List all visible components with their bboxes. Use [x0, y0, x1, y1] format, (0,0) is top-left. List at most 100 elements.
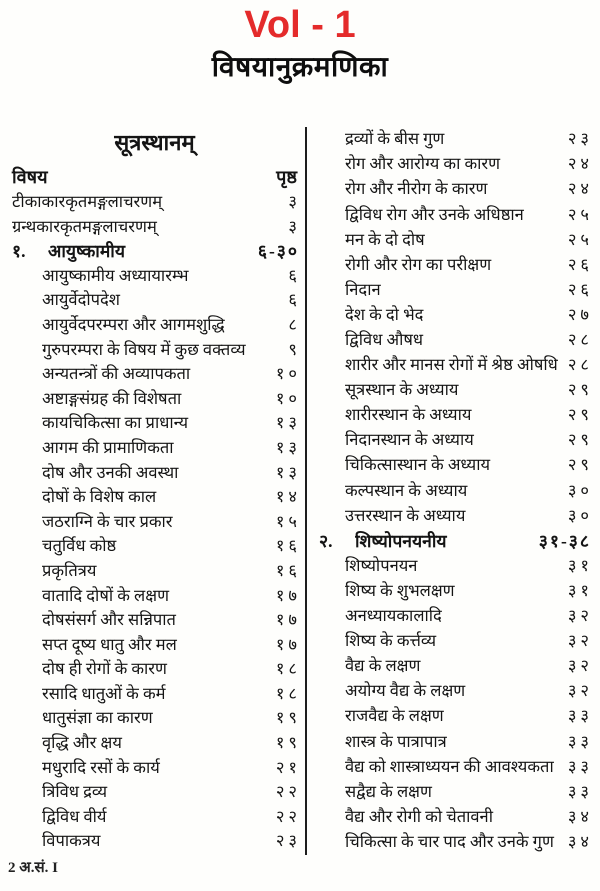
toc-entry-row: शिष्योपनयन ३१	[319, 554, 589, 579]
toc-entry-page-number: १३	[275, 437, 301, 457]
toc-entry-page-number: ३२	[567, 631, 593, 651]
toc-entry-row: चिकित्सास्थान के अध्याय २९	[319, 453, 589, 478]
toc-entry-row: शिष्य के कर्त्तव्य ३२	[319, 629, 589, 654]
toc-entry-page-number: १०	[275, 388, 301, 408]
toc-entry-page-number: १३	[275, 413, 301, 433]
toc-entry-label: शिष्योपनयन	[345, 555, 418, 575]
subject-column-header: विषय	[12, 166, 48, 187]
toc-entry-label: ग्रन्थकारकृतमङ्गलाचरणम्	[12, 216, 157, 236]
toc-left-column: सूत्रस्थानम् विषय पृष्ठ टीकाकारकृतमङ्गला…	[12, 127, 297, 854]
column-divider-line	[305, 127, 307, 855]
toc-entry-label: वातादि दोषों के लक्षण	[42, 585, 170, 605]
toc-entry-row: वैद्य के लक्षण ३२	[319, 654, 589, 679]
toc-entry-row: वैद्य और रोगी को चेतावनी ३४	[319, 805, 589, 830]
toc-entry-page-number: ३	[288, 216, 301, 236]
toc-entry-row: निदान २६	[319, 278, 589, 303]
toc-entry-page-number: ३४	[567, 806, 593, 826]
toc-entry-label: मन के दो दोष	[345, 229, 425, 249]
toc-section-row: १. आयुष्कामीय ६-३०	[12, 239, 297, 264]
toc-entry-row: द्विविध औषध २८	[319, 328, 589, 353]
toc-entry-label: देश के दो भेद	[345, 304, 424, 324]
toc-entry-page-number: ३१-३८	[538, 530, 591, 551]
toc-entry-row: देश के दो भेद २७	[319, 303, 589, 328]
toc-entry-page-number: २२	[275, 806, 301, 826]
toc-entry-label: रोग और नीरोग के कारण	[345, 179, 488, 199]
toc-entry-label: आयुष्कामीय	[48, 241, 125, 262]
toc-entry-row: आयुर्वेदपरम्परा और आगमशुद्धि ८	[12, 313, 297, 338]
toc-entry-label: आगम की प्रामाणिकता	[42, 437, 174, 457]
toc-entry-label: चिकित्सा के चार पाद और उनके गुण	[345, 831, 554, 851]
toc-entry-label: शिष्य के शुभलक्षण	[345, 580, 455, 600]
toc-entry-label: अन्यतन्त्रों की अव्यापकता	[42, 364, 191, 384]
toc-entry-row: शारीरस्थान के अध्याय २९	[319, 403, 589, 428]
toc-entry-row: कायचिकित्सा का प्राधान्य १३	[12, 411, 297, 436]
toc-entry-page-number: २१	[275, 757, 301, 777]
toc-entry-page-number: ६-३०	[257, 241, 299, 262]
toc-entry-page-number: ३०	[567, 505, 593, 525]
toc-entry-page-number: १७	[275, 634, 301, 654]
toc-entry-label: दोष और उनकी अवस्था	[42, 462, 179, 482]
toc-entry-label: दोष ही रोगों के कारण	[42, 659, 167, 679]
toc-entry-page-number: २४	[567, 179, 593, 199]
toc-entry-page-number: ६	[288, 265, 301, 285]
toc-entry-page-number: २८	[567, 355, 593, 375]
toc-entry-page-number: १७	[275, 610, 301, 630]
toc-entry-label: चिकित्सास्थान के अध्याय	[345, 455, 491, 475]
toc-entry-label: टीकाकारकृतमङ्गलाचरणम्	[12, 192, 163, 211]
toc-entry-row: आयुष्कामीय अध्यायारम्भ ६	[12, 264, 297, 289]
toc-entry-label: आयुष्कामीय अध्यायारम्भ	[42, 265, 189, 285]
toc-entry-label: धातुसंज्ञा का कारण	[42, 708, 153, 728]
toc-entry-page-number: २७	[567, 304, 593, 324]
toc-entry-label: कल्पस्थान के अध्याय	[345, 480, 468, 500]
toc-entry-page-number: १८	[275, 659, 301, 679]
toc-entry-row: दोष और उनकी अवस्था १३	[12, 461, 297, 486]
page-title: विषयानुक्रमणिका	[211, 52, 389, 83]
toc-entry-page-number: १०	[275, 364, 301, 384]
toc-entry-row: वातादि दोषों के लक्षण १७	[12, 584, 297, 609]
toc-entry-row: अयोग्य वैद्य के लक्षण ३२	[319, 679, 589, 704]
toc-entry-row: विपाकत्रय २३	[12, 829, 297, 854]
toc-section-number: २.	[319, 530, 333, 551]
toc-entry-label: द्विविध रोग और उनके अधिष्ठान	[345, 204, 524, 224]
toc-entry-page-number: २९	[567, 455, 593, 475]
toc-entry-row: त्रिविध द्रव्य २२	[12, 780, 297, 805]
toc-entry-row: सद्वैद्य के लक्षण ३३	[319, 779, 589, 804]
toc-entry-page-number: १९	[275, 708, 301, 728]
toc-entry-label: शास्त्र के पात्रापात्र	[345, 731, 447, 751]
toc-entry-label: निदानस्थान के अध्याय	[345, 430, 474, 450]
toc-entry-row: रसादि धातुओं के कर्म १८	[12, 682, 297, 707]
toc-entry-row: चिकित्सा के चार पाद और उनके गुण ३४	[319, 830, 589, 855]
toc-section-row: २. शिष्योपनयनीय ३१-३८	[319, 529, 589, 554]
toc-entry-page-number: ३	[288, 192, 301, 211]
toc-entry-page-number: ९	[288, 339, 301, 359]
toc-entry-row: टीकाकारकृतमङ्गलाचरणम् ३	[12, 190, 297, 215]
toc-entry-page-number: २५	[567, 204, 593, 224]
toc-entry-page-number: ३२	[567, 656, 593, 676]
toc-entry-label: अष्टाङ्गसंग्रह की विशेषता	[42, 388, 182, 408]
toc-entry-label: विपाकत्रय	[42, 831, 101, 851]
toc-entry-row: सप्त दूष्य धातु और मल १७	[12, 633, 297, 658]
toc-entry-row: गुरुपरम्परा के विषय में कुछ वक्तव्य ९	[12, 338, 297, 363]
toc-entry-page-number: ६	[288, 290, 301, 310]
toc-entry-page-number: १९	[275, 733, 301, 753]
toc-entry-page-number: ३२	[567, 606, 593, 626]
toc-entry-label: गुरुपरम्परा के विषय में कुछ वक्तव्य	[42, 339, 246, 359]
toc-entry-row: सूत्रस्थान के अध्याय २९	[319, 378, 589, 403]
toc-entry-label: रोगी और रोग का परीक्षण	[345, 254, 492, 274]
toc-entry-row: द्विविध वीर्य २२	[12, 805, 297, 830]
section-title-sutrasthanam: सूत्रस्थानम्	[114, 130, 195, 155]
toc-entry-page-number: ३३	[567, 731, 593, 751]
toc-entry-page-number: १६	[275, 536, 301, 556]
toc-entry-page-number: १८	[275, 683, 301, 703]
toc-entry-row: रोगी और रोग का परीक्षण २६	[319, 252, 589, 277]
toc-entry-label: अनध्यायकालादि	[345, 606, 442, 626]
toc-entry-label: आयुर्वेदपरम्परा और आगमशुद्धि	[42, 314, 225, 334]
toc-entry-label: कायचिकित्सा का प्राधान्य	[42, 413, 189, 433]
toc-entry-row: आगम की प्रामाणिकता १३	[12, 436, 297, 461]
toc-entry-row: निदानस्थान के अध्याय २९	[319, 428, 589, 453]
toc-entry-row: मधुरादि रसों के कार्य २१	[12, 756, 297, 781]
toc-entry-row: चतुर्विध कोष्ठ १६	[12, 534, 297, 559]
page-column-header: पृष्ठ	[276, 166, 297, 187]
toc-entry-row: शास्त्र के पात्रापात्र ३३	[319, 729, 589, 754]
toc-entry-row: उत्तरस्थान के अध्याय ३०	[319, 503, 589, 528]
